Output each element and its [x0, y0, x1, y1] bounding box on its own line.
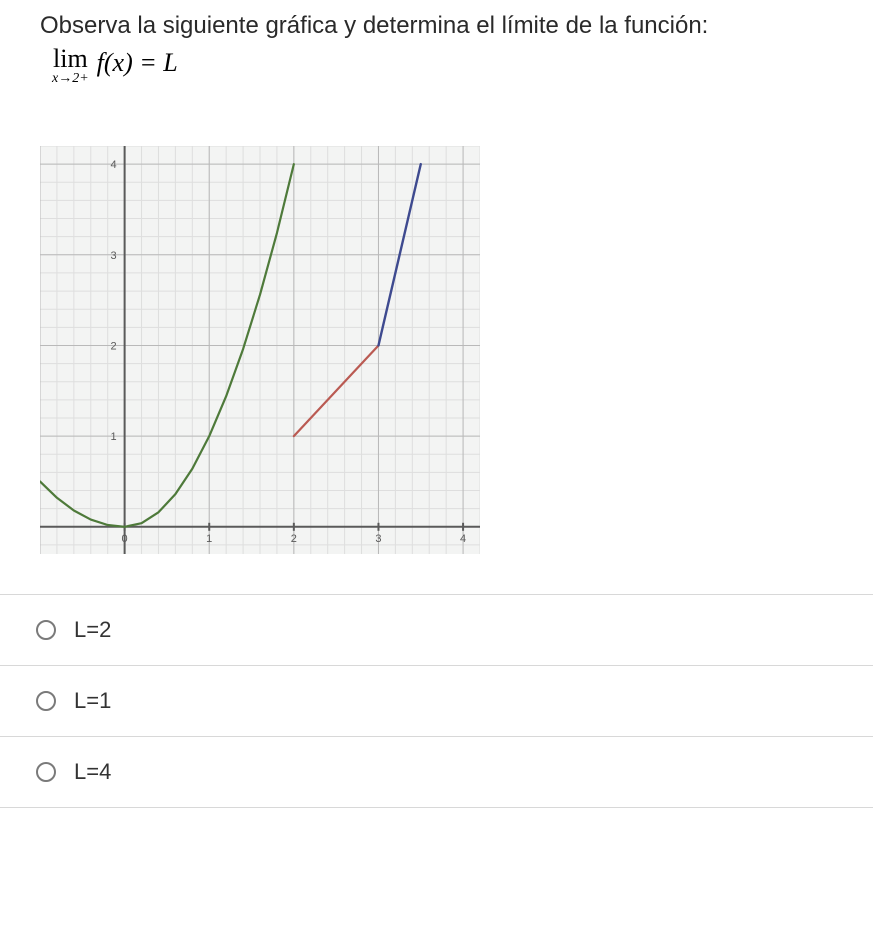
radio-icon[interactable]: [36, 620, 56, 640]
lim-fx: f(x) = L: [97, 48, 178, 78]
lim-subscript: x→2+: [52, 72, 89, 86]
limit-expression: lim x→2+ f(x) = L: [52, 46, 853, 86]
svg-text:1: 1: [110, 431, 116, 443]
option-row[interactable]: L=1: [0, 666, 873, 737]
svg-text:0: 0: [122, 533, 128, 545]
option-label: L=4: [74, 759, 111, 785]
function-graph: 0 1 2 3 4 1 2 3 4: [40, 146, 480, 554]
svg-text:4: 4: [460, 533, 466, 545]
question-text: Observa la siguiente gráfica y determina…: [40, 12, 853, 40]
svg-text:2: 2: [291, 533, 297, 545]
svg-text:1: 1: [206, 533, 212, 545]
radio-icon[interactable]: [36, 762, 56, 782]
option-label: L=2: [74, 617, 111, 643]
option-label: L=1: [74, 688, 111, 714]
svg-text:4: 4: [110, 159, 116, 171]
option-row[interactable]: L=4: [0, 737, 873, 808]
svg-text:2: 2: [110, 340, 116, 352]
lim-label: lim: [53, 46, 88, 72]
svg-text:3: 3: [375, 533, 381, 545]
radio-icon[interactable]: [36, 691, 56, 711]
answer-options: L=2 L=1 L=4: [0, 594, 873, 808]
option-row[interactable]: L=2: [0, 595, 873, 666]
svg-text:3: 3: [110, 250, 116, 262]
